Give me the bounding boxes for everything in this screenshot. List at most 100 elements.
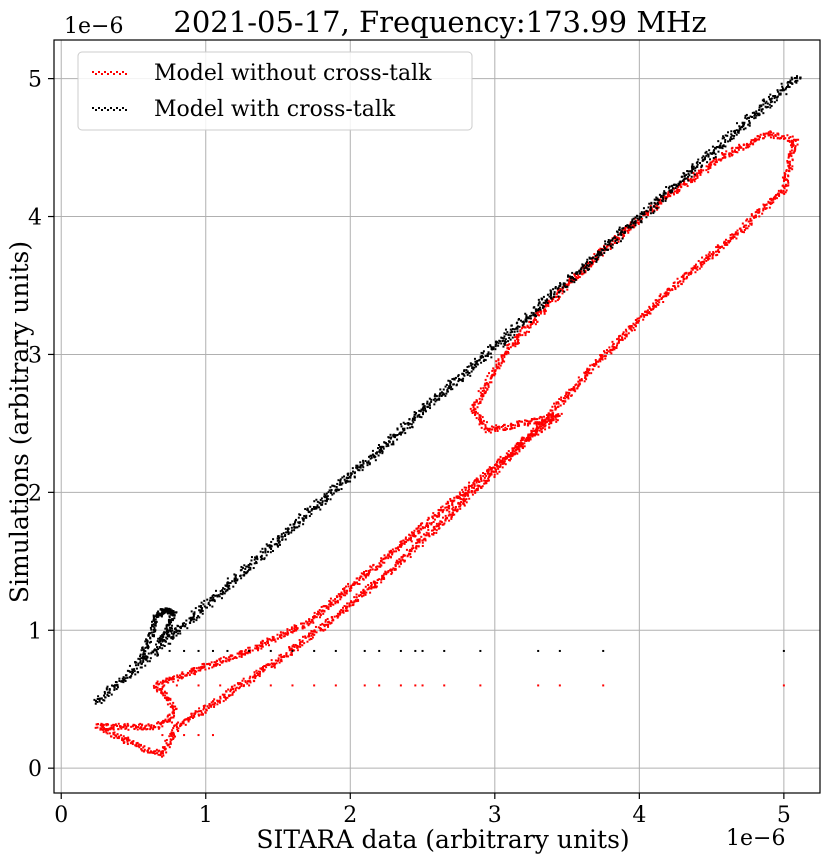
- red-point: [194, 711, 197, 714]
- black-point: [142, 653, 145, 656]
- red-point: [515, 449, 518, 452]
- red-point: [301, 625, 304, 628]
- red-point: [525, 419, 528, 422]
- red-point: [164, 694, 167, 697]
- black-point: [703, 158, 706, 161]
- black-point: [360, 464, 363, 467]
- black-point: [404, 432, 407, 435]
- red-point: [499, 455, 502, 458]
- red-point: [241, 653, 244, 656]
- red-point: [515, 335, 518, 338]
- red-point: [389, 556, 392, 559]
- red-point: [234, 689, 237, 692]
- black-point: [799, 76, 802, 79]
- red-point: [120, 727, 123, 730]
- black-point: [98, 697, 101, 700]
- black-point: [480, 361, 483, 364]
- red-point: [182, 722, 185, 725]
- red-point: [403, 559, 406, 562]
- red-point: [707, 253, 710, 256]
- black-point: [302, 519, 305, 522]
- red-point: [348, 602, 351, 605]
- red-point: [709, 161, 712, 164]
- black-point: [282, 532, 285, 535]
- red-point: [396, 561, 399, 564]
- red-point: [710, 253, 713, 256]
- black-point: [542, 301, 545, 304]
- red-point: [95, 723, 98, 726]
- black-point: [146, 639, 149, 642]
- red-point: [408, 550, 411, 553]
- black-point: [678, 181, 681, 184]
- red-point: [300, 622, 303, 625]
- red-point: [777, 189, 780, 192]
- black-point: [163, 610, 166, 613]
- black-point: [152, 651, 155, 654]
- red-point: [147, 747, 150, 750]
- black-point: [766, 102, 769, 105]
- black-point: [380, 448, 383, 451]
- red-point: [124, 724, 127, 727]
- red-point: [746, 218, 749, 221]
- black-point: [226, 583, 229, 586]
- black-point: [244, 567, 247, 570]
- black-point: [672, 184, 675, 187]
- red-point: [206, 705, 209, 708]
- black-point: [281, 538, 284, 541]
- red-point: [244, 681, 247, 684]
- red-point: [592, 368, 595, 371]
- red-point: [462, 491, 465, 494]
- red-point: [495, 424, 498, 427]
- red-point: [113, 731, 116, 734]
- red-point: [192, 672, 195, 675]
- black-point: [671, 187, 674, 190]
- red-point: [164, 739, 167, 742]
- red-point: [715, 254, 718, 257]
- red-point: [478, 414, 481, 417]
- black-point: [775, 99, 778, 102]
- red-point: [772, 201, 775, 204]
- red-point: [721, 157, 724, 160]
- black-point: [761, 108, 764, 111]
- black-point: [153, 615, 156, 618]
- red-point: [229, 694, 232, 697]
- black-point: [656, 197, 659, 200]
- black-point: [172, 610, 175, 613]
- black-point: [667, 186, 670, 189]
- black-point: [516, 330, 519, 333]
- red-point: [311, 636, 314, 639]
- red-point: [598, 358, 601, 361]
- red-point: [187, 672, 190, 675]
- black-point: [430, 398, 433, 401]
- black-point: [147, 647, 150, 650]
- red-point: [484, 386, 487, 389]
- red-point: [233, 684, 236, 687]
- black-point: [110, 684, 113, 687]
- red-point: [497, 467, 500, 470]
- black-point: [549, 296, 552, 299]
- red-point: [599, 354, 602, 357]
- red-point: [547, 414, 550, 417]
- red-point: [211, 703, 214, 706]
- black-point: [287, 533, 290, 536]
- black-point: [164, 607, 167, 610]
- red-point: [621, 338, 624, 341]
- red-point: [756, 138, 759, 141]
- red-point: [757, 135, 760, 138]
- red-point: [488, 466, 491, 469]
- black-point: [307, 510, 310, 513]
- black-point: [228, 584, 231, 587]
- red-point: [784, 191, 787, 194]
- red-point: [400, 556, 403, 559]
- red-point: [553, 296, 556, 299]
- black-point: [500, 336, 503, 339]
- red-point: [783, 171, 786, 174]
- red-point: [243, 652, 246, 655]
- red-point: [161, 752, 164, 755]
- red-point: [481, 416, 484, 419]
- red-point: [102, 723, 105, 726]
- red-point: [492, 367, 495, 370]
- red-point: [170, 731, 173, 734]
- black-point: [470, 370, 473, 373]
- red-point: [677, 281, 680, 284]
